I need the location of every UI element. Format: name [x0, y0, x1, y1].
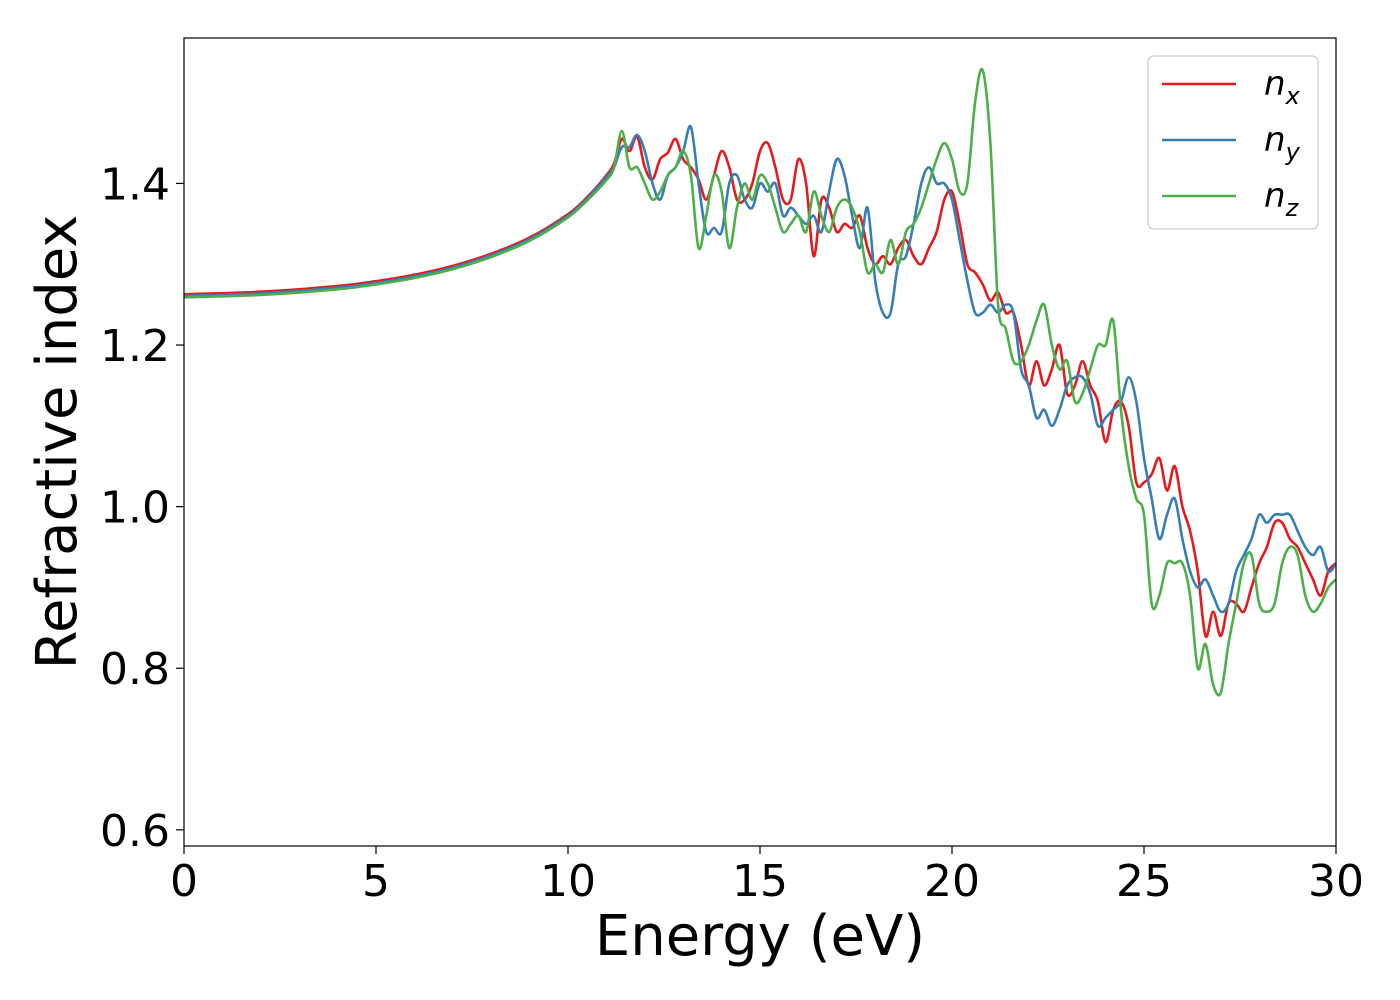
y-tick-label: 1.4: [100, 159, 170, 210]
legend-label-n-z: nz: [1264, 176, 1300, 222]
x-tick-label: 30: [1308, 856, 1364, 907]
ticks-layer: 0 5 10 15 20 25 30 0.6 0.8 1.0 1.2 1.4: [100, 159, 1364, 907]
legend-label-n-y: ny: [1264, 120, 1301, 166]
legend-label-n-x: nx: [1264, 64, 1301, 110]
x-tick-label: 0: [170, 856, 198, 907]
x-tick-label: 15: [732, 856, 788, 907]
x-tick-label: 5: [362, 856, 390, 907]
x-tick-label: 20: [924, 856, 980, 907]
x-tick-label: 25: [1116, 856, 1172, 907]
series-line-n-z: [183, 67, 1337, 697]
series-layer: [183, 67, 1338, 697]
y-tick-label: 0.6: [100, 806, 170, 857]
x-axis-label: Energy (eV): [595, 904, 925, 969]
series-line-n-x: [183, 135, 1337, 639]
y-axis-label: Refractive index: [25, 215, 90, 670]
y-tick-label: 0.8: [100, 644, 170, 695]
y-tick-label: 1.0: [100, 483, 170, 534]
series-line-n-y: [183, 124, 1338, 614]
legend: nx ny nz: [1147, 55, 1319, 230]
y-tick-label: 1.2: [100, 321, 170, 372]
legend-box: [1147, 55, 1319, 230]
x-tick-label: 10: [540, 856, 596, 907]
